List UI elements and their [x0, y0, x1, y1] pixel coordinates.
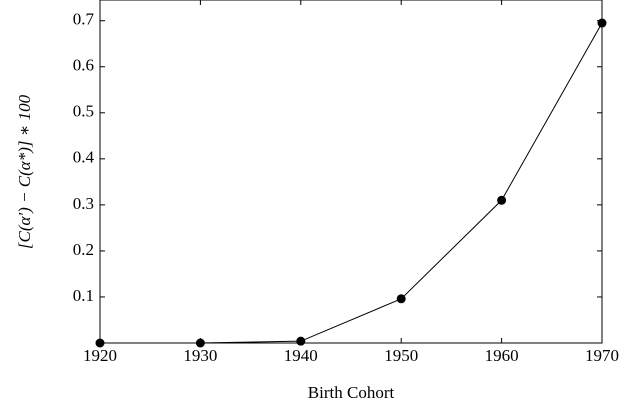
x-tick-label: 1920 [83, 346, 117, 365]
x-tick-label: 1940 [284, 346, 318, 365]
y-tick-label: 0.2 [73, 240, 94, 259]
y-tick-label: 0.5 [73, 102, 94, 121]
data-point [195, 338, 205, 348]
y-tick-label: 0.6 [73, 56, 94, 75]
y-tick-label: 0.3 [73, 194, 94, 213]
y-tick-label: 0.4 [73, 148, 95, 167]
y-tick-label: 0.1 [73, 286, 94, 305]
data-point [497, 195, 507, 205]
y-axis-label: [C(α′) − C(α*)] ∗ 100 [15, 94, 34, 249]
x-tick-label: 1950 [384, 346, 418, 365]
data-point [396, 294, 406, 304]
x-tick-label: 1970 [585, 346, 619, 365]
x-axis-label: Birth Cohort [308, 383, 395, 402]
plot-frame [99, 0, 603, 344]
data-point [296, 336, 306, 346]
data-line [100, 22, 603, 344]
x-tick-label: 1960 [485, 346, 519, 365]
x-tick-label: 1930 [183, 346, 217, 365]
data-point [597, 18, 607, 28]
y-tick-label: 0.7 [73, 10, 95, 29]
data-point [95, 338, 105, 348]
